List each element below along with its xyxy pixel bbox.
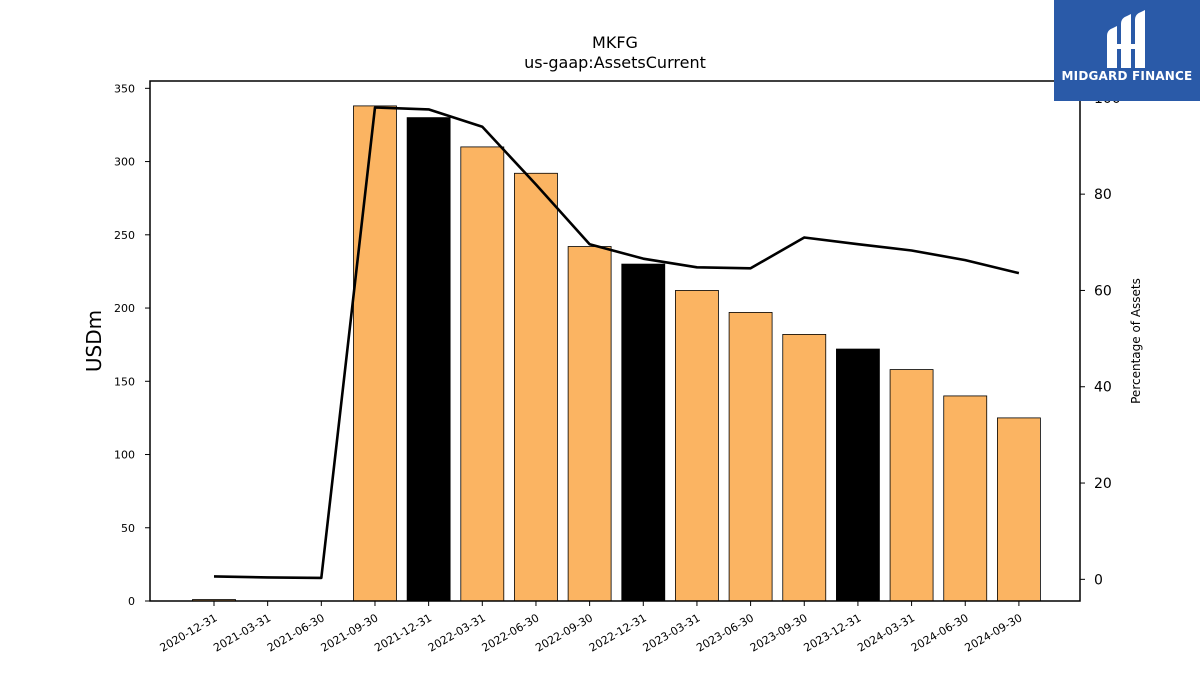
bar-2024-06-30	[943, 395, 988, 602]
chart-title: MKFG	[592, 33, 638, 52]
bar-2023-12-31	[836, 348, 880, 602]
y2-tick-label-40: 40	[1094, 380, 1112, 396]
y-tick-label-300: 300	[114, 156, 135, 169]
bar-2024-09-30	[997, 417, 1041, 602]
x-tick-label-2023-09-30: 2023-09-30	[748, 611, 810, 654]
bar-2022-03-31	[460, 146, 505, 602]
y-tick-label-350: 350	[114, 82, 135, 95]
x-tick-label-2021-06-30: 2021-06-30	[265, 611, 327, 654]
midgard-finance-logo-icon	[1107, 10, 1145, 68]
y-tick-label-200: 200	[114, 302, 135, 315]
x-tick-label-2021-09-30: 2021-09-30	[319, 611, 381, 654]
y2-tick-label-0: 0	[1094, 572, 1103, 588]
y2-axis-label: Percentage of Assets	[1129, 278, 1143, 404]
bar-2023-06-30	[728, 312, 773, 602]
y-tick-label-250: 250	[114, 229, 135, 242]
y-tick-label-100: 100	[114, 449, 135, 462]
x-tick-label-2022-06-30: 2022-06-30	[480, 611, 542, 654]
x-tick-label-2023-12-31: 2023-12-31	[802, 611, 864, 654]
bar-2024-03-31	[889, 369, 934, 602]
bar-2021-12-31	[406, 117, 451, 602]
y-axis-label: USDm	[82, 310, 106, 372]
x-tick-label-2022-09-30: 2022-09-30	[533, 611, 595, 654]
x-tick-label-2024-03-31: 2024-03-31	[855, 611, 917, 654]
x-tick-label-2023-06-30: 2023-06-30	[694, 611, 756, 654]
plot-frame	[149, 80, 1081, 602]
y2-tick-label-60: 60	[1094, 283, 1112, 299]
x-tick-label-2022-03-31: 2022-03-31	[426, 611, 488, 654]
bar-2023-09-30	[782, 334, 827, 602]
bar-2022-09-30	[567, 246, 612, 602]
percentage-line	[213, 106, 1020, 580]
x-tick-label-2021-03-31: 2021-03-31	[211, 611, 273, 654]
y-tick-label-50: 50	[121, 522, 135, 535]
bar-2022-12-31	[621, 263, 666, 602]
y2-tick-label-80: 80	[1094, 187, 1112, 203]
logo-text: MIDGARD FINANCE	[1061, 69, 1193, 83]
x-tick-label-2022-12-31: 2022-12-31	[587, 611, 649, 654]
x-tick-label-2023-03-31: 2023-03-31	[641, 611, 703, 654]
bar-2022-06-30	[514, 172, 558, 602]
y-tick-label-0: 0	[128, 595, 135, 608]
x-tick-label-2024-09-30: 2024-09-30	[963, 611, 1025, 654]
x-tick-label-2021-12-31: 2021-12-31	[372, 611, 434, 654]
y2-tick-label-20: 20	[1094, 476, 1112, 492]
bar-2023-03-31	[675, 290, 719, 602]
x-tick-label-2024-06-30: 2024-06-30	[909, 611, 971, 654]
bar-2021-09-30	[353, 105, 397, 602]
x-tick-label-2020-12-31: 2020-12-31	[158, 611, 220, 654]
y-tick-label-150: 150	[114, 375, 135, 388]
chart-subtitle: us-gaap:AssetsCurrent	[524, 53, 706, 72]
